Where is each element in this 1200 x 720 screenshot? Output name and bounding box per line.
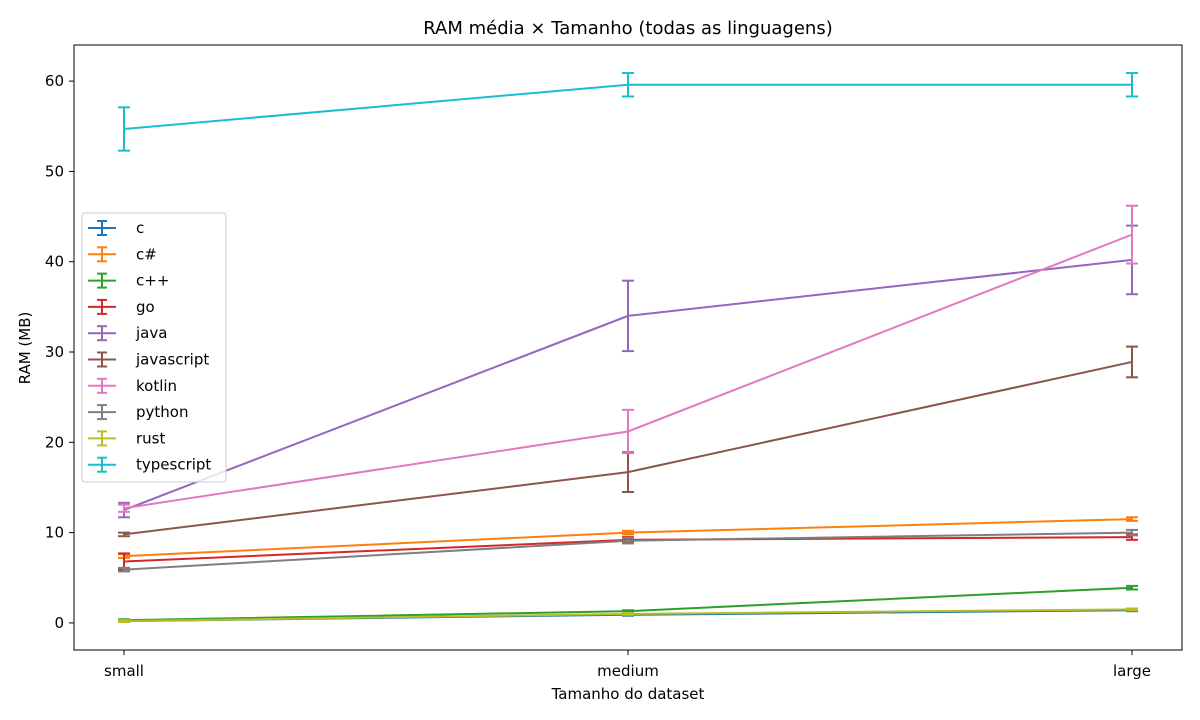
data-point bbox=[123, 561, 125, 563]
data-point bbox=[123, 533, 125, 535]
data-point bbox=[1131, 587, 1133, 589]
data-point bbox=[627, 610, 629, 612]
data-point bbox=[123, 569, 125, 571]
series-python bbox=[118, 528, 1138, 573]
y-axis-label: RAM (MB) bbox=[16, 312, 34, 385]
data-point bbox=[1131, 536, 1133, 538]
data-point bbox=[1131, 532, 1133, 534]
legend-label: rust bbox=[136, 429, 165, 447]
data-point bbox=[627, 540, 629, 542]
data-point bbox=[123, 507, 125, 509]
data-point bbox=[627, 532, 629, 534]
data-point bbox=[1131, 84, 1133, 86]
data-point bbox=[627, 613, 629, 615]
y-tick-label: 20 bbox=[45, 433, 64, 451]
x-axis-label: Tamanho do dataset bbox=[551, 685, 705, 703]
y-tick-label: 10 bbox=[45, 524, 64, 542]
data-point bbox=[1131, 608, 1133, 610]
data-point bbox=[627, 471, 629, 473]
legend: c c# c++ go java javascript kotlin python rust ty… bbox=[81, 212, 227, 483]
data-point bbox=[1131, 234, 1133, 236]
x-tick-label: small bbox=[104, 662, 144, 680]
legend-label: c# bbox=[136, 245, 157, 263]
data-point bbox=[123, 620, 125, 622]
legend-box bbox=[81, 212, 227, 483]
legend-label: c bbox=[136, 219, 144, 237]
y-tick-label: 50 bbox=[45, 162, 64, 180]
data-point bbox=[627, 315, 629, 317]
legend-label: c++ bbox=[136, 272, 169, 290]
legend-label: go bbox=[136, 298, 155, 316]
data-point bbox=[627, 430, 629, 432]
x-tick-label: large bbox=[1113, 662, 1151, 680]
series-rust bbox=[118, 607, 1138, 624]
x-tick-label: medium bbox=[597, 662, 659, 680]
series-typescript bbox=[118, 71, 1138, 152]
legend-label: typescript bbox=[136, 456, 211, 474]
data-point bbox=[123, 128, 125, 130]
axes: small medium large 0 10 20 30 40 50 60 bbox=[45, 72, 1151, 680]
y-tick-label: 0 bbox=[54, 614, 64, 632]
plot-area bbox=[118, 71, 1138, 624]
chart-title: RAM média × Tamanho (todas as linguagens… bbox=[423, 18, 832, 39]
data-point bbox=[1131, 361, 1133, 363]
legend-label: kotlin bbox=[136, 377, 177, 395]
y-tick-label: 60 bbox=[45, 72, 64, 90]
data-point bbox=[627, 84, 629, 86]
y-tick-label: 40 bbox=[45, 253, 64, 271]
legend-label: java bbox=[135, 324, 167, 342]
y-tick-label: 30 bbox=[45, 343, 64, 361]
series-kotlin bbox=[118, 204, 1138, 513]
legend-label: python bbox=[136, 403, 188, 421]
legend-label: javascript bbox=[135, 351, 209, 369]
data-point bbox=[1131, 518, 1133, 520]
